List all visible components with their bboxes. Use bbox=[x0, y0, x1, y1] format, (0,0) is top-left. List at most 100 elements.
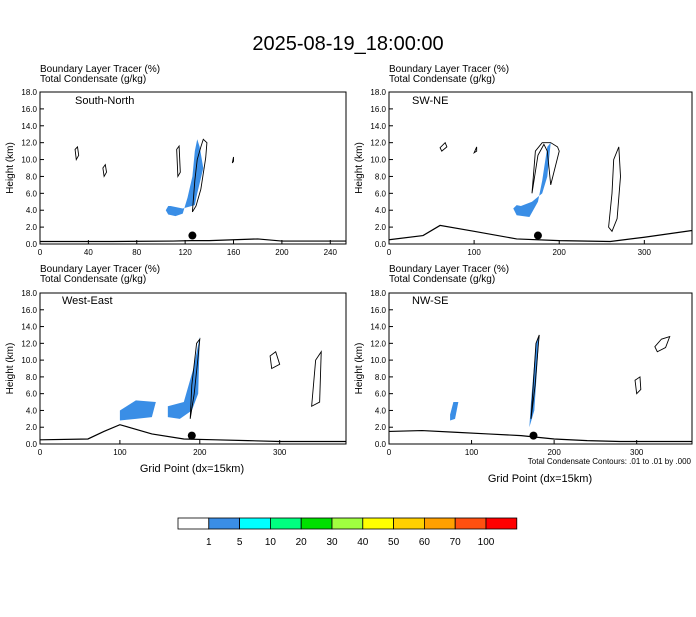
colorbar-label: 20 bbox=[296, 537, 308, 548]
tracer-region bbox=[167, 336, 200, 419]
location-marker bbox=[533, 231, 542, 240]
condensate-contour bbox=[531, 142, 560, 194]
panel-header-line1: Boundary Layer Tracer (%) bbox=[40, 264, 160, 275]
x-axis-label: Grid Point (dx=15km) bbox=[140, 463, 244, 475]
plot-frame bbox=[39, 292, 347, 445]
panel-header-line1: Boundary Layer Tracer (%) bbox=[389, 264, 509, 275]
plot-frame bbox=[388, 292, 693, 445]
tracer-region bbox=[513, 142, 551, 217]
x-axis-label: Grid Point (dx=15km) bbox=[488, 473, 592, 485]
footnote: Total Condensate Contours: .01 to .01 by… bbox=[528, 457, 692, 466]
y-tick-label: 12.0 bbox=[370, 139, 386, 148]
panel-name: NW-SE bbox=[412, 295, 448, 307]
tracer-region bbox=[165, 139, 204, 217]
y-tick-label: 0.0 bbox=[26, 440, 38, 449]
condensate-contour bbox=[473, 146, 478, 155]
y-axis-label: Height (km) bbox=[5, 142, 16, 194]
y-tick-label: 10.0 bbox=[21, 156, 37, 165]
y-tick-label: 0.0 bbox=[375, 240, 387, 249]
colorbar-label: 40 bbox=[357, 537, 369, 548]
y-tick-label: 18.0 bbox=[21, 88, 37, 97]
x-tick-label: 200 bbox=[547, 448, 561, 457]
panel-header-line1: Boundary Layer Tracer (%) bbox=[40, 64, 160, 75]
x-tick-label: 0 bbox=[387, 448, 392, 457]
y-tick-label: 2.0 bbox=[375, 223, 387, 232]
y-tick-label: 2.0 bbox=[26, 423, 38, 432]
condensate-contour bbox=[634, 376, 642, 395]
x-tick-label: 300 bbox=[630, 448, 644, 457]
y-tick-label: 16.0 bbox=[21, 105, 37, 114]
figure-title: 2025-08-19_18:00:00 bbox=[252, 33, 443, 55]
x-tick-label: 200 bbox=[275, 248, 289, 257]
panel-header-line2: Total Condensate (g/kg) bbox=[389, 74, 495, 85]
y-tick-label: 14.0 bbox=[21, 122, 37, 131]
colorbar-label: 70 bbox=[450, 537, 462, 548]
x-tick-label: 200 bbox=[193, 448, 207, 457]
y-tick-label: 16.0 bbox=[370, 306, 386, 315]
y-tick-label: 4.0 bbox=[375, 206, 387, 215]
x-tick-label: 100 bbox=[467, 248, 481, 257]
y-tick-label: 10.0 bbox=[370, 156, 386, 165]
panel-header-line2: Total Condensate (g/kg) bbox=[40, 274, 146, 285]
colorbar-cell bbox=[485, 517, 518, 530]
tracer-region bbox=[450, 402, 459, 421]
x-tick-label: 200 bbox=[553, 248, 567, 257]
colorbar-cell bbox=[177, 517, 210, 530]
x-tick-label: 0 bbox=[38, 448, 43, 457]
colorbar-cell bbox=[331, 517, 364, 530]
colorbar-label: 30 bbox=[326, 537, 338, 548]
y-tick-label: 8.0 bbox=[375, 172, 387, 181]
y-tick-label: 8.0 bbox=[375, 373, 387, 382]
plot-frame bbox=[388, 91, 693, 245]
x-tick-label: 120 bbox=[178, 248, 192, 257]
colorbar-cell bbox=[300, 517, 333, 530]
y-tick-label: 8.0 bbox=[26, 373, 38, 382]
condensate-contour bbox=[176, 144, 181, 179]
y-axis-label: Height (km) bbox=[354, 142, 365, 194]
y-tick-label: 4.0 bbox=[26, 406, 38, 415]
y-tick-label: 2.0 bbox=[26, 223, 38, 232]
panel-nw-se: Boundary Layer Tracer (%) Total Condensa… bbox=[354, 264, 693, 485]
colorbar-cell bbox=[362, 517, 394, 530]
colorbar-label: 1 bbox=[206, 537, 212, 548]
colorbar: 1 5 10 20 30 40 50 60 70 100 bbox=[177, 517, 518, 548]
y-tick-label: 12.0 bbox=[370, 339, 386, 348]
panel-name: South-North bbox=[75, 95, 134, 107]
x-tick-label: 300 bbox=[273, 448, 287, 457]
condensate-contour bbox=[102, 163, 107, 178]
y-axis-label: Height (km) bbox=[354, 343, 365, 395]
y-tick-label: 14.0 bbox=[370, 323, 386, 332]
terrain-line bbox=[388, 224, 693, 243]
terrain-line bbox=[39, 424, 346, 443]
location-marker bbox=[187, 431, 196, 440]
y-tick-label: 12.0 bbox=[21, 339, 37, 348]
y-tick-label: 8.0 bbox=[26, 172, 38, 181]
y-tick-label: 18.0 bbox=[21, 289, 37, 298]
colorbar-cell bbox=[454, 517, 487, 530]
y-tick-label: 14.0 bbox=[21, 323, 37, 332]
y-tick-label: 6.0 bbox=[375, 189, 387, 198]
y-tick-label: 6.0 bbox=[26, 189, 38, 198]
panel-sw-ne: Boundary Layer Tracer (%) Total Condensa… bbox=[354, 64, 693, 257]
y-tick-label: 4.0 bbox=[26, 206, 38, 215]
panel-name: SW-NE bbox=[412, 95, 448, 107]
colorbar-cell bbox=[269, 517, 302, 530]
colorbar-cell bbox=[239, 517, 271, 530]
y-tick-label: 2.0 bbox=[375, 423, 387, 432]
x-tick-label: 240 bbox=[324, 248, 338, 257]
panel-header-line2: Total Condensate (g/kg) bbox=[40, 74, 146, 85]
panel-header-line2: Total Condensate (g/kg) bbox=[389, 274, 495, 285]
plot-frame bbox=[39, 91, 347, 245]
y-axis-label: Height (km) bbox=[5, 343, 16, 395]
y-tick-label: 0.0 bbox=[375, 440, 387, 449]
colorbar-cell bbox=[423, 517, 456, 530]
terrain-line bbox=[388, 429, 692, 443]
panel-header-line1: Boundary Layer Tracer (%) bbox=[389, 64, 509, 75]
panel-name: West-East bbox=[62, 295, 113, 307]
y-tick-label: 0.0 bbox=[26, 240, 38, 249]
y-tick-label: 4.0 bbox=[375, 406, 387, 415]
y-tick-label: 10.0 bbox=[21, 356, 37, 365]
y-tick-label: 12.0 bbox=[21, 139, 37, 148]
colorbar-label: 60 bbox=[419, 537, 431, 548]
